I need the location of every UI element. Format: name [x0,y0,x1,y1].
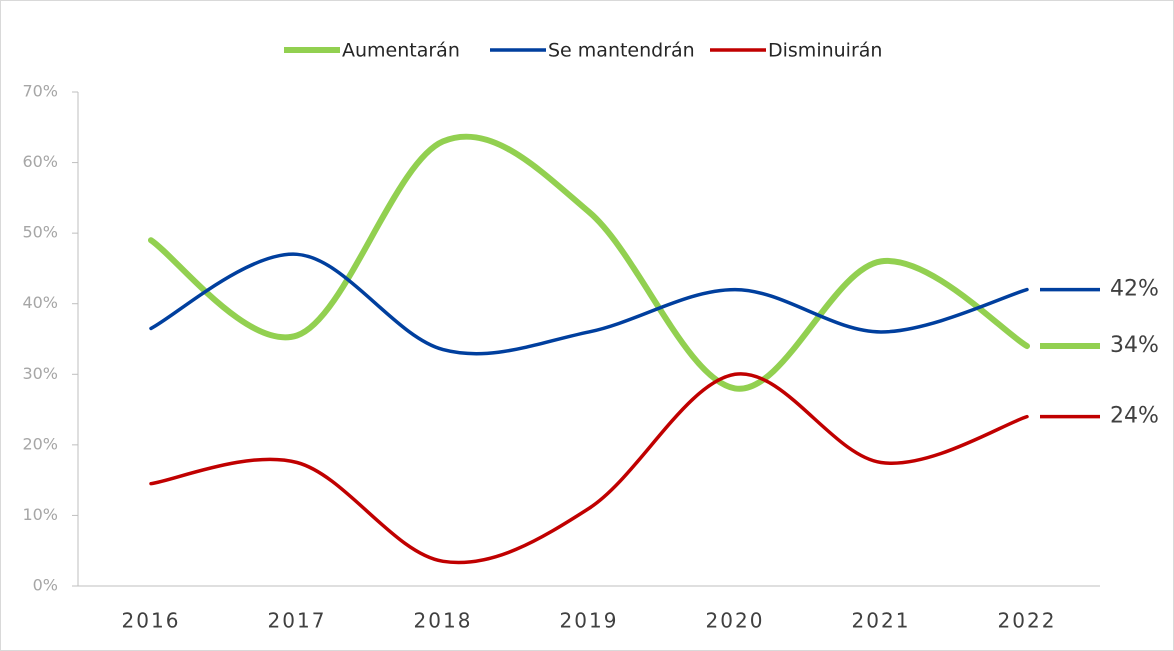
end-label: 42% [1110,277,1159,302]
x-tick-label: 2018 [414,609,473,633]
legend-label: Disminuirán [768,40,882,62]
x-tick-label: 2016 [122,609,181,633]
series-line [149,372,1029,565]
x-tick-label: 2020 [706,609,765,633]
series-line [149,252,1029,356]
y-tick-label: 0% [33,576,58,595]
x-tick-label: 2019 [560,609,619,633]
x-tick-label: 2021 [852,609,911,633]
y-tick-label: 40% [22,293,58,312]
y-tick-label: 50% [22,223,58,242]
legend-label: Aumentarán [342,40,460,62]
end-label: 34% [1110,333,1159,358]
y-tick-label: 60% [22,152,58,171]
y-tick-label: 70% [22,82,58,101]
legend-label: Se mantendrán [548,40,695,62]
series-line [148,133,1030,392]
y-tick-label: 20% [22,434,58,453]
x-tick-label: 2017 [268,609,327,633]
y-tick-label: 30% [22,364,58,383]
x-tick-label: 2022 [998,609,1057,633]
end-label: 24% [1110,404,1159,429]
y-tick-label: 10% [22,505,58,524]
